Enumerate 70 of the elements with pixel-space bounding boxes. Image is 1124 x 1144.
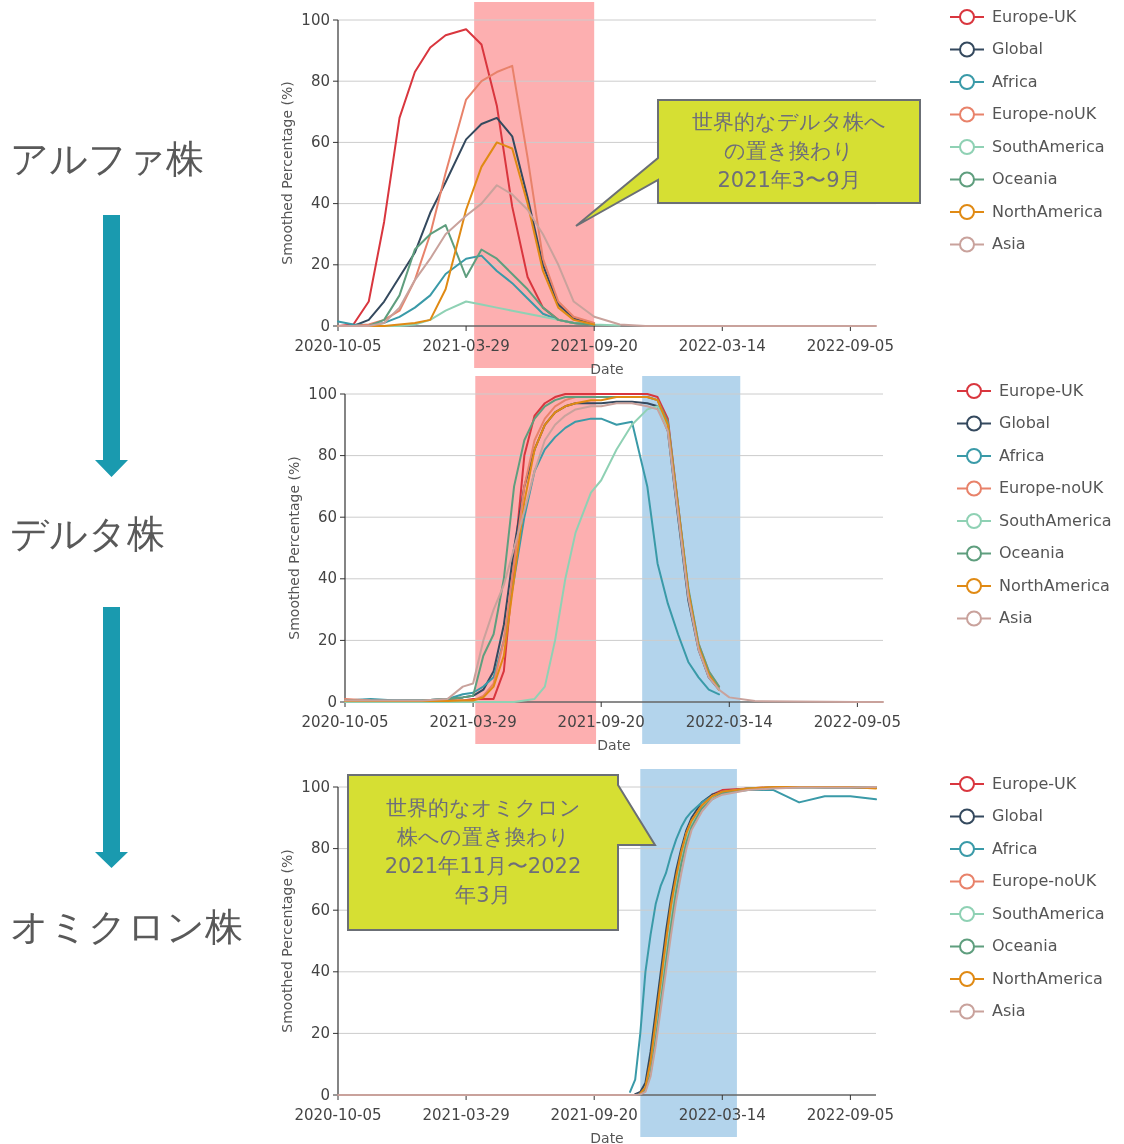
x-axis-title: Date: [597, 737, 631, 753]
text: デルタ株: [10, 511, 165, 556]
legend-label: Asia: [992, 1001, 1026, 1020]
x-tick-label: 2021-03-29: [422, 1106, 510, 1124]
y-tick-label: 20: [310, 255, 330, 274]
x-tick-label: 2020-10-05: [294, 337, 382, 355]
legend-label: Europe-noUK: [992, 871, 1097, 890]
y-tick-label: 40: [317, 569, 337, 588]
x-tick-label: 2022-09-05: [806, 1106, 894, 1124]
x-tick-label: 2021-09-20: [557, 713, 645, 731]
y-tick-label: 100: [308, 384, 337, 403]
y-tick-label: 20: [310, 1023, 330, 1042]
y-tick-label: 100: [301, 777, 330, 796]
legend-label: NorthAmerica: [999, 575, 1110, 595]
x-tick-label: 2022-09-05: [806, 337, 894, 355]
legend-label: Europe-UK: [992, 773, 1077, 793]
y-tick-label: 0: [327, 692, 337, 711]
y-axis-title: Smoothed Percentage (%): [279, 849, 295, 1033]
text: オミクロン株: [10, 904, 243, 949]
x-tick-label: 2020-10-05: [301, 713, 389, 731]
annotation: 世界的なオミクロン株への置き換わり 2021年11月〜2022年3月: [384, 796, 582, 907]
annotation: 世界的なデルタ株への置き換わり 2021年3〜9月: [692, 109, 886, 192]
x-tick-label: 2022-03-14: [678, 337, 766, 355]
y-tick-label: 80: [317, 446, 337, 465]
legend-label: Oceania: [999, 543, 1065, 562]
legend-label: SouthAmerica: [999, 510, 1112, 530]
text: アルファ株: [10, 136, 204, 181]
y-tick-label: 60: [310, 900, 330, 919]
legend-label: Global: [999, 413, 1051, 432]
y-tick-label: 60: [317, 507, 337, 526]
callout: 世界的なデルタ株への置き換わり 2021年3〜9月: [575, 99, 921, 227]
y-tick-label: 80: [310, 839, 330, 858]
y-tick-label: 20: [317, 630, 337, 649]
legend-label: Asia: [999, 608, 1033, 627]
callout: 世界的なオミクロン株への置き換わり 2021年11月〜2022年3月: [347, 774, 657, 931]
x-tick-label: 2021-03-29: [429, 713, 517, 731]
y-tick-label: 80: [310, 71, 330, 90]
x-tick-label: 2020-10-05: [294, 1106, 382, 1124]
legend-label: NorthAmerica: [992, 201, 1103, 221]
legend-label: Africa: [992, 838, 1038, 858]
y-tick-label: 60: [310, 132, 330, 151]
x-axis-title: Date: [590, 361, 624, 377]
legend-label: SouthAmerica: [992, 136, 1105, 156]
y-axis-title: Smoothed Percentage (%): [286, 456, 302, 640]
y-tick-label: 100: [301, 10, 330, 29]
x-tick-label: 2021-09-20: [550, 1106, 638, 1124]
x-tick-label: 2022-03-14: [685, 713, 773, 731]
legend-label: Europe-UK: [999, 380, 1084, 400]
x-tick-label: 2021-09-20: [550, 337, 638, 355]
legend-label: NorthAmerica: [992, 968, 1103, 988]
legend-label: Global: [992, 39, 1044, 58]
legend-label: Global: [992, 806, 1044, 825]
legend-label: Europe-UK: [992, 6, 1077, 26]
y-axis-title: Smoothed Percentage (%): [279, 81, 295, 265]
x-tick-label: 2021-03-29: [422, 337, 510, 355]
legend-label: SouthAmerica: [992, 903, 1105, 923]
legend-label: Asia: [992, 234, 1026, 253]
x-axis-title: Date: [590, 1130, 624, 1144]
x-tick-label: 2022-09-05: [813, 713, 901, 731]
legend-label: Africa: [999, 445, 1045, 465]
legend-label: Africa: [992, 71, 1038, 91]
legend-label: Europe-noUK: [992, 104, 1097, 123]
legend-label: Oceania: [992, 169, 1058, 188]
y-tick-label: 0: [320, 316, 330, 335]
y-tick-label: 40: [310, 194, 330, 213]
legend-label: Oceania: [992, 936, 1058, 955]
y-tick-label: 40: [310, 962, 330, 981]
x-tick-label: 2022-03-14: [678, 1106, 766, 1124]
legend-label: Europe-noUK: [999, 478, 1104, 497]
y-tick-label: 0: [320, 1085, 330, 1104]
